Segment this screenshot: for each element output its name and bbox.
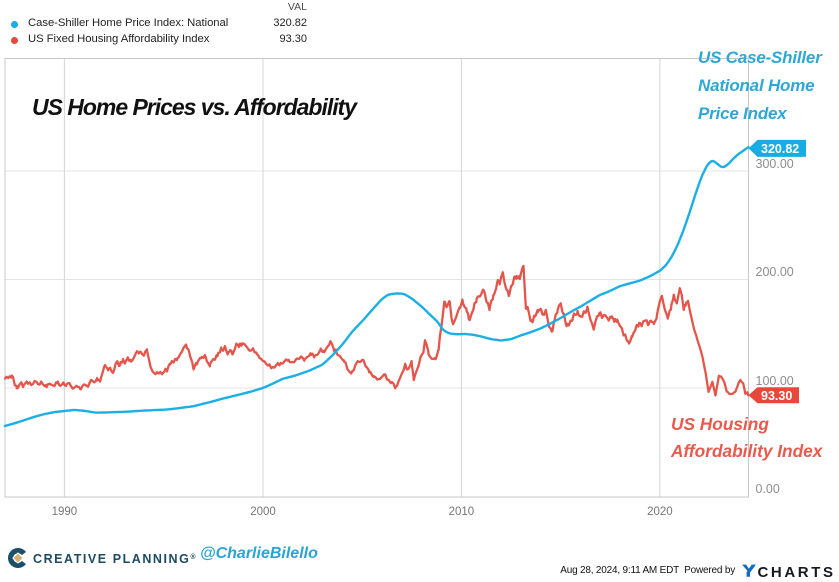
svg-text:320.82: 320.82: [761, 142, 799, 156]
svg-text:93.30: 93.30: [761, 389, 792, 403]
